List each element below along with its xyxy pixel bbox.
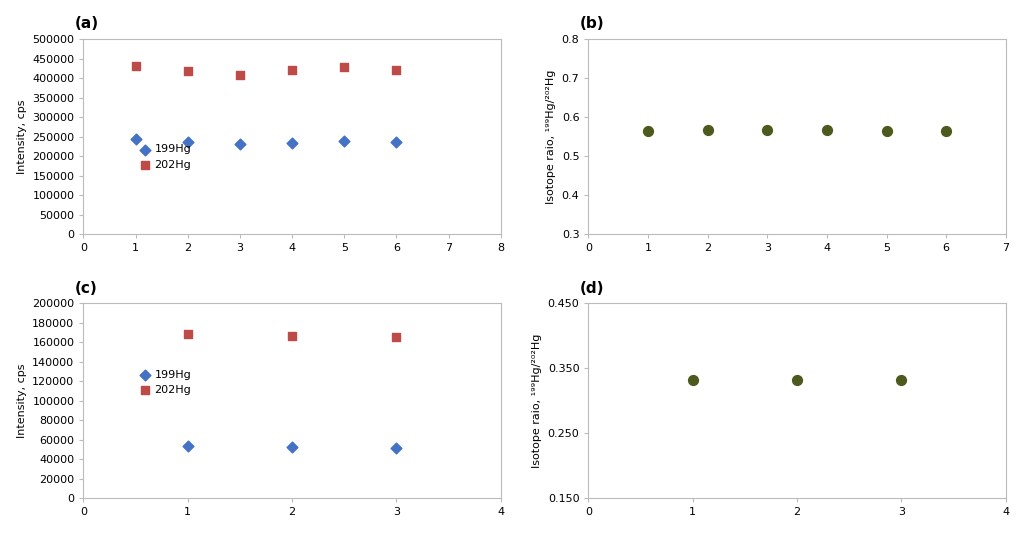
- 199Hg: [232, 140, 248, 148]
- 199Hg: [180, 138, 196, 146]
- 202Hg: [284, 331, 301, 340]
- 199Hg: [180, 442, 196, 450]
- Point: [894, 376, 910, 384]
- Point: [640, 127, 657, 135]
- 199Hg: [388, 443, 404, 452]
- 202Hg: [180, 67, 196, 75]
- Point: [938, 127, 954, 135]
- Text: (c): (c): [75, 280, 97, 295]
- Y-axis label: Intensity, cps: Intensity, cps: [16, 364, 27, 438]
- Legend: 199Hg, 202Hg: 199Hg, 202Hg: [139, 145, 191, 170]
- Text: (b): (b): [580, 17, 604, 32]
- Text: (d): (d): [580, 280, 604, 295]
- Legend: 199Hg, 202Hg: 199Hg, 202Hg: [139, 370, 191, 395]
- 202Hg: [284, 66, 301, 75]
- 199Hg: [388, 138, 404, 147]
- Point: [789, 376, 805, 384]
- Y-axis label: Isotope raio, ¹⁹⁹Hg/²⁰²Hg: Isotope raio, ¹⁹⁹Hg/²⁰²Hg: [532, 334, 542, 468]
- 202Hg: [388, 66, 404, 75]
- Point: [819, 126, 835, 135]
- 202Hg: [337, 63, 353, 72]
- Point: [759, 125, 776, 134]
- 202Hg: [127, 62, 144, 70]
- Point: [878, 127, 895, 135]
- 202Hg: [388, 332, 404, 341]
- 199Hg: [284, 442, 301, 451]
- Y-axis label: Isotope raio, ¹⁹⁹Hg/²⁰²Hg: Isotope raio, ¹⁹⁹Hg/²⁰²Hg: [546, 69, 556, 204]
- 202Hg: [232, 71, 248, 80]
- Y-axis label: Intensity, cps: Intensity, cps: [16, 99, 27, 174]
- Point: [700, 125, 716, 134]
- 199Hg: [284, 139, 301, 147]
- 199Hg: [127, 135, 144, 144]
- 199Hg: [337, 137, 353, 145]
- 202Hg: [180, 329, 196, 338]
- Text: (a): (a): [75, 17, 100, 32]
- Point: [684, 376, 701, 384]
